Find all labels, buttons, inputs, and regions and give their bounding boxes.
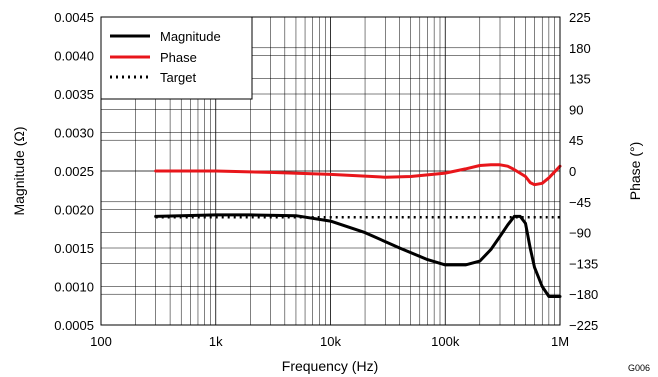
y2-tick-label: 0 [569,164,576,179]
x-tick-label: 1k [209,334,223,349]
series-layer [156,165,560,297]
y2-tick-label: −45 [569,195,591,210]
y2-tick-label: −135 [569,256,598,271]
x-axis-label: Frequency (Hz) [282,358,378,374]
legend: Magnitude Phase Target [101,17,252,99]
x-tick-label: 1M [551,334,569,349]
x-tick-label: 100 [90,334,112,349]
y-tick-label: 0.0040 [54,49,94,64]
bottom-axis-ticks: 100 1k 10k 100k 1M [90,334,569,349]
y-tick-label: 0.0025 [54,164,94,179]
y2-tick-label: −180 [569,287,598,302]
y-tick-label: 0.0015 [54,241,94,256]
y-axis-label: Magnitude (Ω) [11,126,27,215]
y-tick-label: 0.0020 [54,203,94,218]
x-tick-label: 100k [431,334,460,349]
y2-tick-label: 45 [569,133,583,148]
series-line-magnitude [156,215,560,297]
y2-tick-label: 135 [569,72,591,87]
y2-tick-label: −225 [569,318,598,333]
y2-tick-label: 180 [569,41,591,56]
y-tick-label: 0.0010 [54,280,94,295]
y-tick-label: 0.0005 [54,318,94,333]
legend-label-phase: Phase [160,50,197,65]
y2-axis-label: Phase (°) [627,142,643,201]
y-tick-label: 0.0035 [54,87,94,102]
right-axis-ticks: −225 −180 −135 −90 −45 0 45 90 135 180 225 [569,10,598,333]
y2-tick-label: −90 [569,226,591,241]
y2-tick-label: 90 [569,102,583,117]
y-tick-label: 0.0030 [54,126,94,141]
y2-tick-label: 225 [569,10,591,25]
legend-label-target: Target [160,70,197,85]
series-line-phase [156,165,560,185]
x-tick-label: 10k [320,334,341,349]
y-tick-label: 0.0045 [54,10,94,25]
left-axis-ticks: 0.0005 0.0010 0.0015 0.0020 0.0025 0.0030 0.00… [54,10,94,333]
figure-id: G006 [628,363,650,373]
legend-label-magnitude: Magnitude [160,29,221,44]
